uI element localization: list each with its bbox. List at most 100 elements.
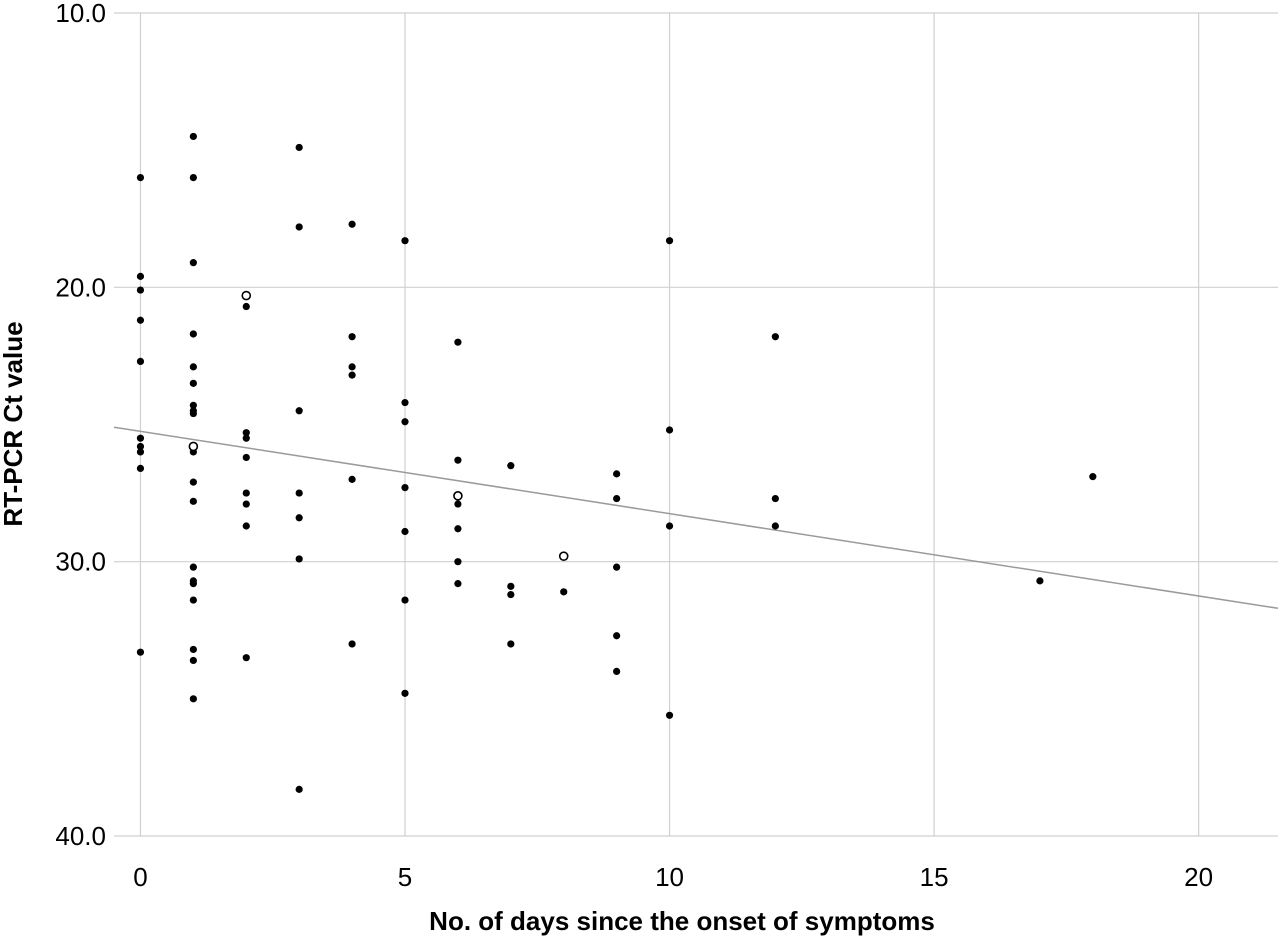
data-point (136, 648, 145, 656)
data-point (401, 596, 409, 604)
data-point (136, 448, 145, 456)
x-tick-label: 10 (655, 862, 684, 892)
data-point (613, 470, 621, 478)
data-point (348, 363, 356, 371)
data-point (1089, 473, 1097, 481)
data-point (136, 434, 145, 442)
data-point (295, 555, 303, 563)
data-point (665, 711, 674, 719)
data-point (189, 401, 197, 409)
data-point (454, 338, 462, 346)
data-point (401, 237, 409, 245)
y-axis-label: RT-PCR Ct value (0, 321, 28, 526)
x-tick-label: 20 (1184, 862, 1213, 892)
data-point (136, 357, 145, 366)
data-point-open (188, 441, 199, 452)
data-point (613, 494, 621, 503)
data-point (665, 426, 674, 434)
data-point (242, 453, 250, 462)
data-point (189, 409, 197, 418)
data-point (189, 563, 197, 571)
data-point (507, 590, 515, 599)
grid-lines (114, 12, 1278, 837)
data-point-open (558, 551, 569, 561)
data-point (136, 442, 145, 451)
data-point (348, 220, 356, 228)
data-point (771, 333, 779, 341)
data-point (189, 497, 197, 505)
data-point (454, 525, 462, 533)
data-point (295, 489, 303, 497)
data-point (771, 494, 779, 503)
data-point (242, 500, 250, 508)
data-point (189, 645, 197, 654)
data-point (613, 632, 621, 640)
data-point (242, 302, 250, 311)
data-point (136, 272, 145, 280)
data-point (189, 580, 197, 588)
data-point (771, 522, 779, 530)
data-point (613, 563, 621, 571)
regression-line (113, 426, 1279, 610)
data-point (348, 475, 356, 483)
data-point (295, 223, 303, 231)
data-point-open (241, 290, 252, 301)
tick-labels: 0 5 10 15 20 10.0 20.0 30.0 40.0 (55, 0, 1213, 892)
data-point (189, 174, 197, 182)
data-point (189, 478, 197, 486)
data-point (401, 398, 409, 407)
data-point (242, 429, 250, 437)
data-point (401, 483, 409, 492)
data-point (242, 434, 250, 442)
data-point (401, 418, 409, 426)
data-point (189, 259, 197, 267)
x-axis-label: No. of days since the onset of symptoms (429, 906, 935, 936)
data-point (136, 174, 145, 182)
data-points (136, 132, 1097, 793)
data-point (454, 500, 462, 508)
data-point (665, 237, 674, 245)
data-point (348, 333, 356, 341)
x-tick-label: 0 (133, 862, 147, 892)
data-point (613, 667, 621, 676)
data-point (189, 695, 197, 703)
data-point (401, 527, 409, 536)
data-point (665, 522, 674, 530)
data-point (189, 330, 197, 338)
data-point (454, 456, 462, 464)
data-point (189, 363, 197, 371)
data-point (242, 522, 250, 530)
y-tick-label: 30.0 (55, 547, 106, 577)
data-point (560, 588, 568, 596)
data-point (348, 371, 356, 379)
data-point (189, 596, 197, 604)
data-point (454, 580, 462, 588)
data-point-open (453, 491, 463, 501)
data-point (242, 654, 250, 662)
x-tick-label: 5 (398, 862, 412, 892)
data-point (295, 143, 303, 152)
data-point (136, 316, 145, 324)
y-tick-label: 10.0 (55, 0, 106, 28)
y-tick-label: 40.0 (55, 821, 106, 851)
data-point (454, 558, 462, 566)
data-point (507, 640, 515, 648)
data-point (295, 785, 303, 793)
data-point (189, 132, 197, 141)
y-tick-label: 20.0 (55, 272, 106, 302)
data-point (295, 407, 303, 415)
data-point (136, 286, 145, 294)
data-point (189, 656, 197, 665)
data-point (507, 462, 515, 470)
data-point (348, 640, 356, 648)
data-point (507, 582, 515, 590)
data-point (295, 514, 303, 522)
data-point (136, 464, 145, 472)
data-point (1036, 577, 1044, 585)
trend-line-layer (113, 426, 1279, 610)
data-point (242, 489, 250, 497)
x-tick-label: 15 (920, 862, 949, 892)
data-point (189, 379, 197, 387)
